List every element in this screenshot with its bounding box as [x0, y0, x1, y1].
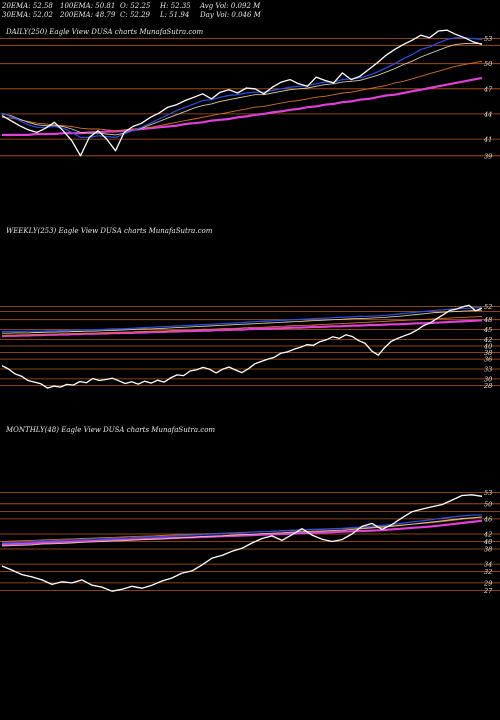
- header-avg-vol: Avg Vol: 0.092 M: [199, 2, 261, 10]
- monthly-ytick-label-9: 27: [483, 587, 493, 595]
- weekly-ytick-label-9: 28: [483, 382, 492, 390]
- header-high: H: 52.35: [159, 2, 191, 10]
- weekly-chart-title: WEEKLY(253) Eagle View DUSA charts Munaf…: [6, 227, 213, 235]
- monthly-ytick-label-4: 40: [483, 538, 492, 546]
- monthly-ema30-line: [1, 516, 483, 547]
- daily-ytick-label-4: 41: [483, 136, 492, 144]
- weekly-price-line: [1, 304, 483, 389]
- weekly-ytick-label-1: 48: [483, 316, 492, 324]
- weekly-ytick-label-3: 42: [483, 336, 492, 344]
- header-open: O: 52.25: [120, 2, 151, 10]
- monthly-ytick-label-0: 53: [484, 489, 492, 497]
- daily-ytick-label-2: 47: [483, 85, 493, 93]
- weekly-ema30-line: [2, 309, 483, 334]
- header-ema200: 200EMA: 48.79: [59, 11, 116, 19]
- indicator-header: 20EMA: 52.58 100EMA: 50.81 O: 52.25 H: 5…: [1, 2, 262, 19]
- daily-ema20-line: [1, 37, 483, 138]
- header-low: L: 51.94: [159, 11, 189, 19]
- weekly-chart-panel: WEEKLY(253) Eagle View DUSA charts Munaf…: [0, 227, 500, 390]
- monthly-price-line: [1, 494, 483, 592]
- monthly-ytick-label-5: 38: [484, 546, 492, 554]
- daily-price-line: [1, 29, 483, 157]
- weekly-ytick-label-8: 30: [484, 375, 492, 383]
- header-ema30: 30EMA: 52.02: [2, 11, 53, 19]
- monthly-ytick-label-8: 29: [483, 579, 492, 587]
- header-ema100: 100EMA: 50.81: [60, 2, 115, 10]
- header-day-vol: Day Vol: 0.046 M: [199, 11, 262, 19]
- monthly-ytick-label-2: 46: [483, 515, 492, 523]
- weekly-ytick-label-5: 38: [484, 349, 492, 357]
- header-ema20: 20EMA: 52.58: [1, 2, 53, 10]
- monthly-ytick-label-1: 50: [484, 500, 492, 508]
- header-close: C: 52.29: [120, 11, 151, 19]
- daily-chart-title: DAILY(250) Eagle View DUSA charts Munafa…: [5, 28, 203, 36]
- monthly-ema20-line: [1, 514, 483, 544]
- monthly-ytick-label-6: 34: [484, 561, 492, 569]
- weekly-ema200-line: [1, 319, 483, 338]
- weekly-ytick-label-4: 40: [483, 343, 492, 351]
- daily-chart-panel: DAILY(250) Eagle View DUSA charts Munafa…: [0, 28, 500, 160]
- daily-ema30-line: [1, 43, 482, 136]
- daily-ema200-line: [2, 76, 483, 136]
- monthly-ytick-label-3: 42: [483, 531, 492, 539]
- weekly-ytick-label-2: 45: [483, 326, 492, 334]
- daily-ema100-line: [1, 60, 483, 132]
- monthly-ema200-line: [1, 519, 483, 546]
- daily-ytick-label-5: 39: [484, 152, 492, 160]
- daily-ytick-label-0: 53: [484, 35, 492, 43]
- monthly-ytick-label-7: 32: [484, 568, 492, 576]
- weekly-ytick-label-0: 52: [484, 303, 492, 311]
- weekly-ema20-line: [2, 307, 483, 333]
- daily-ytick-label-1: 50: [484, 60, 492, 68]
- weekly-ema100-line: [1, 315, 483, 336]
- monthly-chart-panel: MONTHLY(48) Eagle View DUSA charts Munaf…: [0, 426, 500, 595]
- weekly-ytick-label-7: 33: [484, 366, 492, 374]
- daily-ytick-label-3: 44: [483, 110, 492, 118]
- weekly-ytick-label-6: 36: [484, 356, 492, 364]
- monthly-chart-title: MONTHLY(48) Eagle View DUSA charts Munaf…: [5, 426, 215, 434]
